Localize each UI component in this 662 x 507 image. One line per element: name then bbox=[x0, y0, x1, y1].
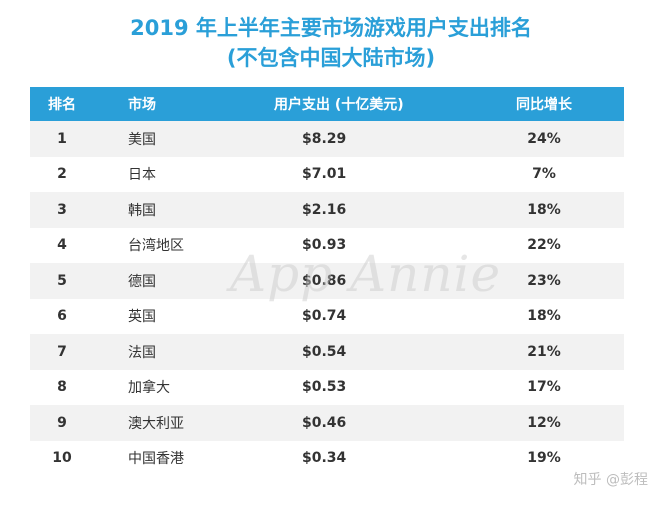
ranking-table: 排名 市场 用户支出 (十亿美元) 同比增长 1 美国 $8.29 24% 2 日本 $7.… bbox=[30, 87, 624, 476]
rank-cell: 2 bbox=[57, 166, 67, 183]
spend-cell: $0.93 bbox=[302, 237, 347, 254]
spend-cell: $0.54 bbox=[302, 343, 347, 360]
spend-cell: $0.53 bbox=[302, 379, 347, 396]
market-cell: 中国香港 bbox=[128, 451, 184, 468]
zhihu-credit: 知乎 @彭程 bbox=[573, 472, 648, 488]
spend-cell: $0.86 bbox=[302, 272, 347, 289]
header-growth: 同比增长 bbox=[516, 97, 572, 113]
rank-cell: 6 bbox=[57, 308, 67, 325]
table-row: 8 加拿大 $0.53 17% bbox=[30, 369, 624, 405]
growth-cell: 18% bbox=[527, 308, 561, 325]
page-subtitle: (不包含中国大陆市场) bbox=[226, 46, 436, 70]
rank-cell: 4 bbox=[57, 237, 67, 254]
page-title: 2019 年上半年主要市场游戏用户支出排名 bbox=[130, 16, 532, 40]
table-row: 10 中国香港 $0.34 19% bbox=[30, 440, 624, 476]
growth-cell: 7% bbox=[532, 166, 556, 183]
table-row: 3 韩国 $2.16 18% bbox=[30, 192, 624, 228]
market-cell: 台湾地区 bbox=[128, 238, 184, 255]
market-cell: 德国 bbox=[128, 273, 156, 290]
table-row: 1 美国 $8.29 24% bbox=[30, 121, 624, 157]
rank-cell: 10 bbox=[52, 450, 72, 467]
market-cell: 英国 bbox=[128, 309, 156, 326]
table-row: 6 英国 $0.74 18% bbox=[30, 298, 624, 334]
table-row: 4 台湾地区 $0.93 22% bbox=[30, 227, 624, 263]
spend-cell: $7.01 bbox=[302, 166, 347, 183]
table-header-row: 排名 市场 用户支出 (十亿美元) 同比增长 bbox=[30, 87, 624, 121]
table-row: 7 法国 $0.54 21% bbox=[30, 334, 624, 370]
table-body: 1 美国 $8.29 24% 2 日本 $7.01 7% 3 韩国 $2.16 18% 4 台湾地区 $0.… bbox=[30, 121, 624, 476]
growth-cell: 23% bbox=[527, 272, 561, 289]
spend-cell: $2.16 bbox=[302, 201, 347, 218]
growth-cell: 22% bbox=[527, 237, 561, 254]
rank-cell: 8 bbox=[57, 379, 67, 396]
market-cell: 韩国 bbox=[128, 202, 156, 219]
table-row: 5 德国 $0.86 23% bbox=[30, 263, 624, 299]
rank-cell: 3 bbox=[57, 201, 67, 218]
market-cell: 法国 bbox=[128, 344, 156, 361]
table-row: 2 日本 $7.01 7% bbox=[30, 156, 624, 192]
market-cell: 澳大利亚 bbox=[128, 415, 184, 432]
market-cell: 日本 bbox=[128, 167, 156, 184]
spend-cell: $0.34 bbox=[302, 450, 347, 467]
spend-cell: $0.46 bbox=[302, 414, 347, 431]
growth-cell: 17% bbox=[527, 379, 561, 396]
growth-cell: 12% bbox=[527, 414, 561, 431]
rank-cell: 1 bbox=[57, 130, 67, 147]
header-spend: 用户支出 (十亿美元) bbox=[274, 97, 404, 113]
header-market: 市场 bbox=[128, 97, 156, 113]
growth-cell: 19% bbox=[527, 450, 561, 467]
rank-cell: 9 bbox=[57, 414, 67, 431]
market-cell: 美国 bbox=[128, 131, 156, 148]
rank-cell: 7 bbox=[57, 343, 67, 360]
rank-cell: 5 bbox=[57, 272, 67, 289]
spend-cell: $8.29 bbox=[302, 130, 347, 147]
growth-cell: 24% bbox=[527, 130, 561, 147]
table-row: 9 澳大利亚 $0.46 12% bbox=[30, 405, 624, 441]
growth-cell: 21% bbox=[527, 343, 561, 360]
header-rank: 排名 bbox=[48, 97, 76, 113]
spend-cell: $0.74 bbox=[302, 308, 347, 325]
market-cell: 加拿大 bbox=[128, 380, 170, 397]
growth-cell: 18% bbox=[527, 201, 561, 218]
